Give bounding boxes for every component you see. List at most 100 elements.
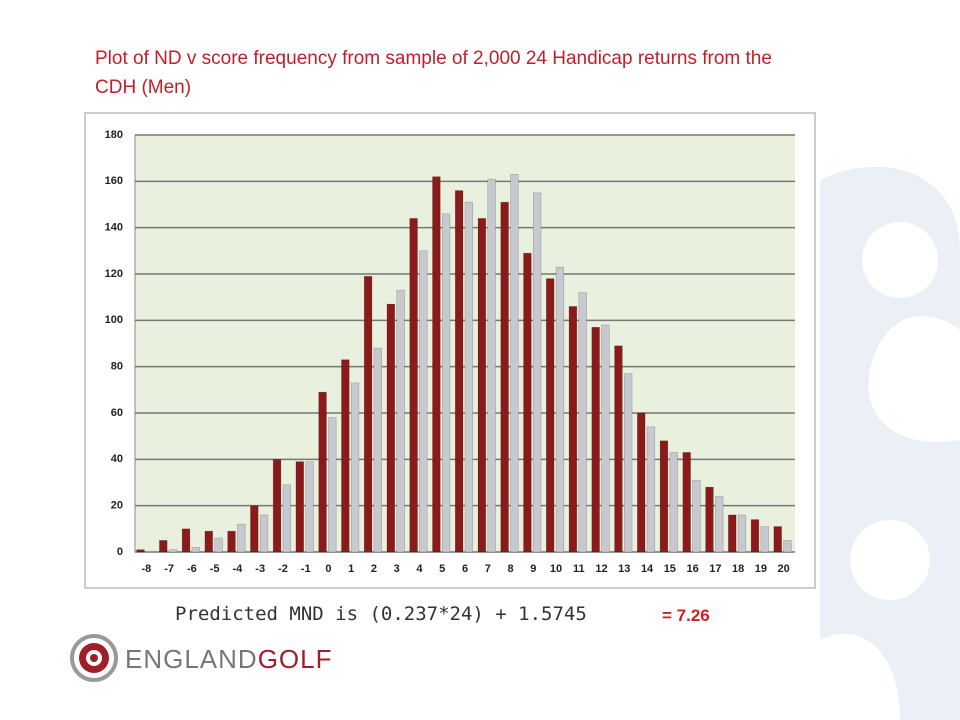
watermark-cutouts <box>850 222 938 600</box>
bar <box>363 276 373 553</box>
bar <box>396 289 405 553</box>
bar <box>318 391 327 553</box>
bar <box>624 373 633 553</box>
bar <box>295 461 304 553</box>
x-tick-label: 14 <box>641 563 654 575</box>
y-tick-label: 0 <box>117 546 123 558</box>
y-tick-label: 20 <box>111 500 123 512</box>
bar <box>601 324 610 553</box>
x-tick-label: -7 <box>164 563 174 575</box>
bar <box>750 519 760 553</box>
x-tick-label: 2 <box>371 563 377 575</box>
logo-golf: GOLF <box>257 644 333 674</box>
bar <box>136 549 145 553</box>
bar <box>487 178 496 553</box>
bar <box>454 190 464 553</box>
result: = 7.26 <box>662 606 710 625</box>
logo-text: ENGLANDGOLF <box>125 644 333 675</box>
bar <box>305 461 314 553</box>
x-tick-label: -6 <box>187 563 197 575</box>
x-tick-label: 13 <box>618 563 630 575</box>
y-tick-label: 40 <box>111 453 123 465</box>
bar <box>692 479 701 553</box>
y-tick-label: 60 <box>111 407 123 419</box>
x-tick-label: 16 <box>686 563 698 575</box>
bar <box>282 484 291 553</box>
x-tick-label: -2 <box>278 563 288 575</box>
bar <box>591 326 600 553</box>
bar <box>328 417 337 553</box>
bar <box>237 523 246 553</box>
y-tick-label: 100 <box>105 314 123 326</box>
x-tick-label: 5 <box>439 563 445 575</box>
bar <box>373 347 383 553</box>
bar <box>510 174 519 553</box>
x-tick-label: 8 <box>507 563 513 575</box>
bar <box>523 252 532 553</box>
bar <box>783 540 792 553</box>
bar <box>568 306 578 553</box>
logo-icon <box>70 634 118 682</box>
bar <box>578 292 587 553</box>
bar <box>760 526 769 553</box>
x-tick-label: 3 <box>394 563 400 575</box>
bar <box>555 266 565 553</box>
bar <box>614 345 623 553</box>
bar <box>637 412 646 553</box>
bar <box>250 505 259 553</box>
x-tick-label: 20 <box>777 563 789 575</box>
x-tick-label: 18 <box>732 563 744 575</box>
y-tick-label: 180 <box>105 129 123 141</box>
bar <box>227 530 236 553</box>
bar <box>259 514 269 553</box>
x-tick-label: 17 <box>709 563 721 575</box>
bar <box>181 528 191 553</box>
bar <box>341 359 350 553</box>
bar <box>204 530 213 553</box>
bar <box>659 440 669 553</box>
x-tick-label: 9 <box>530 563 536 575</box>
bar <box>715 496 724 553</box>
x-tick-label: 0 <box>325 563 331 575</box>
x-tick-label: -3 <box>255 563 265 575</box>
bar <box>545 278 555 553</box>
logo-england: ENGLAND <box>125 644 258 674</box>
x-tick-label: 7 <box>485 563 491 575</box>
y-tick-label: 120 <box>105 268 123 280</box>
x-tick-label: -1 <box>301 563 311 575</box>
x-tick-label: 11 <box>573 563 585 575</box>
x-tick-label: 19 <box>755 563 767 575</box>
bar <box>646 426 656 553</box>
x-tick-label: -5 <box>210 563 220 575</box>
x-tick-label: 12 <box>595 563 607 575</box>
bar <box>272 459 282 553</box>
bar <box>477 218 487 553</box>
x-tick-label: 10 <box>550 563 562 575</box>
bar <box>214 537 223 553</box>
y-tick-label: 140 <box>105 222 123 234</box>
bar <box>419 250 428 553</box>
bar <box>705 486 714 553</box>
bar <box>409 218 418 553</box>
bar <box>669 452 678 553</box>
bar <box>432 176 441 553</box>
bar <box>682 452 691 553</box>
formula: Predicted MND is (0.237*24) + 1.5745 <box>175 603 587 625</box>
bar <box>500 201 509 553</box>
bar <box>773 526 782 553</box>
x-tick-label: -8 <box>141 563 151 575</box>
watermark <box>820 166 960 720</box>
bar <box>191 547 200 553</box>
bar <box>464 201 474 553</box>
bar <box>168 549 178 553</box>
y-tick-label: 160 <box>105 175 123 187</box>
x-tick-label: 6 <box>462 563 468 575</box>
bar <box>728 514 737 553</box>
bar <box>532 192 542 553</box>
bar <box>159 540 168 553</box>
chart-title: Plot of ND v score frequency from sample… <box>95 48 772 98</box>
bar <box>386 303 396 553</box>
bar <box>350 382 360 553</box>
